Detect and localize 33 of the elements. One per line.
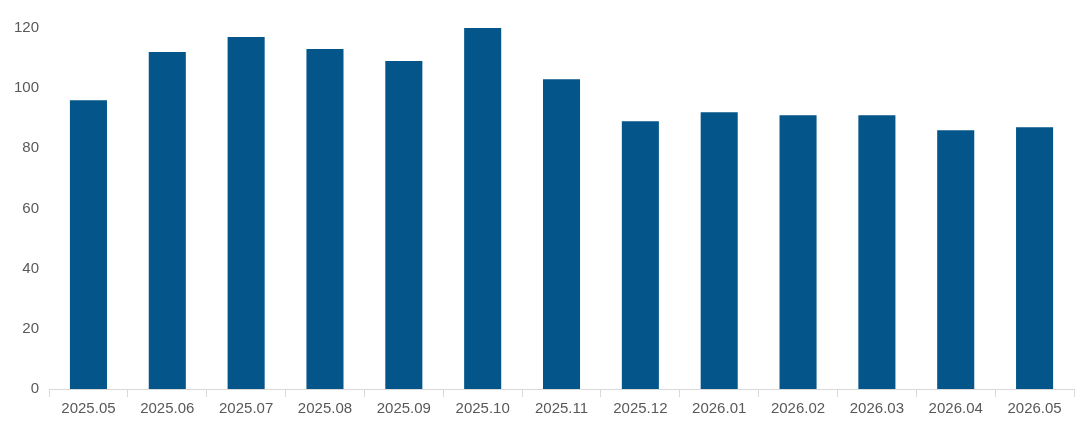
bar [385, 61, 423, 389]
x-tick-label: 2026.01 [692, 399, 747, 417]
bar [306, 49, 344, 389]
bar [227, 37, 265, 389]
x-tick-label: 2025.06 [140, 399, 195, 417]
x-tick-label: 2025.11 [534, 399, 589, 417]
y-tick-label: 60 [22, 198, 40, 216]
bar [779, 115, 817, 389]
x-tick-label: 2025.10 [455, 399, 510, 417]
bar [1016, 127, 1054, 389]
bar [700, 112, 738, 389]
y-tick-label: 80 [22, 138, 40, 156]
x-tick-label: 2025.09 [376, 399, 431, 417]
y-tick-label: 40 [22, 258, 40, 276]
y-tick-label: 20 [22, 318, 40, 336]
y-tick-label: 100 [14, 78, 40, 96]
bar [937, 130, 975, 389]
x-tick-label: 2026.05 [1007, 399, 1062, 417]
bar [542, 79, 581, 389]
y-tick-label: 120 [14, 18, 40, 36]
x-tick-label: 2025.07 [219, 399, 274, 417]
x-tick-label: 2026.04 [928, 399, 983, 417]
bar [464, 28, 502, 389]
y-tick-label: 0 [30, 379, 40, 397]
x-tick-label: 2025.08 [297, 399, 353, 417]
x-tick-label: 2025.05 [61, 399, 116, 417]
x-tick-label: 2026.03 [849, 399, 905, 417]
bar [621, 121, 659, 389]
x-tick-label: 2026.02 [770, 399, 826, 417]
bar [69, 100, 107, 389]
x-tick-label: 2025.12 [613, 399, 668, 417]
bar [148, 52, 186, 389]
bar [858, 115, 896, 389]
